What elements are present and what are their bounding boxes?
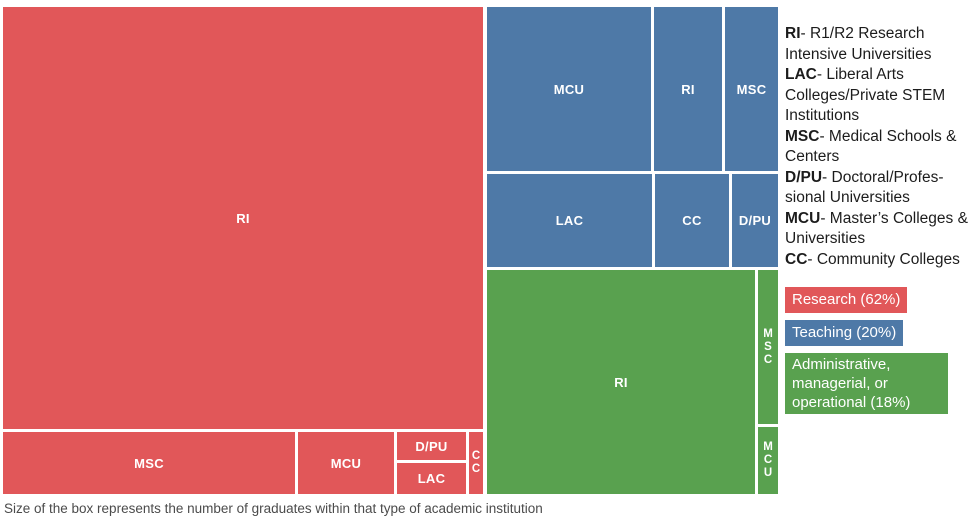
treemap-box-teaching-mcu[interactable]: MCU	[487, 7, 651, 171]
treemap-box-research-msc[interactable]: MSC	[3, 432, 295, 494]
treemap-box-teaching-msc[interactable]: MSC	[725, 7, 778, 171]
legend-definition-mcu: MCU- Master’s Colleges & Universities	[785, 209, 968, 250]
treemap-box-label: RI	[681, 81, 695, 97]
treemap-box-research-ri[interactable]: RI	[3, 7, 483, 429]
treemap-box-label: MCU	[553, 81, 585, 97]
legend-abbr: MCU	[785, 209, 821, 227]
legend-abbr-description: - R1/R2 Research Intensive Universities	[785, 25, 932, 63]
chart-caption: Size of the box represents the number of…	[4, 501, 543, 516]
treemap-box-teaching-dpu[interactable]: D/PU	[732, 174, 778, 267]
legend-category-research[interactable]: Research (62%)	[785, 287, 908, 313]
legend-category-administrative[interactable]: Administrative, managerial, or operation…	[785, 353, 948, 414]
legend-abbr: LAC	[785, 66, 817, 83]
legend-category-teaching[interactable]: Teaching (20%)	[785, 320, 904, 346]
treemap-box-label: M S C	[763, 327, 773, 366]
legend-categories: Research (62%) Teaching (20%) Administrati…	[785, 287, 968, 421]
treemap-box-administrative-ri[interactable]: RI	[487, 270, 755, 494]
legend-abbr: CC	[785, 250, 808, 268]
treemap-box-research-cc[interactable]: C C	[469, 432, 483, 494]
treemap-box-label: MSC	[736, 81, 767, 97]
treemap-box-label: M C U	[763, 441, 773, 479]
legend-definition-lac: LAC- Liberal Arts Colleges/Private STEM …	[785, 65, 968, 127]
legend-abbr-description: - Liberal Arts Colleges/Private STEM Ins…	[785, 66, 946, 124]
legend-abbr: MSC	[785, 127, 820, 145]
treemap-box-label: C C	[471, 450, 481, 475]
legend-definition-cc: CC- Community Colleges	[785, 250, 968, 271]
treemap-box-research-mcu[interactable]: MCU	[298, 432, 394, 494]
treemap-box-label: D/PU	[415, 438, 448, 454]
treemap-box-teaching-lac[interactable]: LAC	[487, 174, 652, 267]
legend-abbr: RI	[785, 25, 801, 42]
treemap-box-research-dpu[interactable]: D/PU	[397, 432, 466, 460]
legend-definition-dpu: D/PU- Doctoral/Profes-sional Universitie…	[785, 168, 968, 209]
treemap-box-label: D/PU	[738, 213, 772, 228]
legend-definitions: RI- R1/R2 Research Intensive Universitie…	[785, 24, 968, 270]
legend-definition-msc: MSC- Medical Schools & Centers	[785, 127, 968, 168]
treemap-box-label: MSC	[134, 455, 164, 471]
treemap-box-label: LAC	[555, 213, 584, 228]
legend-abbr-description: - Medical Schools & Centers	[785, 127, 957, 166]
treemap-box-label: CC	[682, 213, 702, 228]
treemap-box-label: LAC	[417, 471, 446, 486]
legend-abbr-description: - Community Colleges	[807, 250, 960, 268]
treemap-box-teaching-cc[interactable]: CC	[655, 174, 729, 267]
treemap-box-administrative-msc[interactable]: M S C	[758, 270, 778, 424]
treemap-box-label: RI	[236, 210, 250, 226]
treemap-box-label: RI	[614, 374, 628, 390]
treemap-box-label: MCU	[330, 455, 362, 471]
legend-abbr-description: - Doctoral/Profes-sional Universities	[785, 168, 944, 207]
legend-abbr: D/PU	[785, 168, 823, 186]
treemap-box-teaching-ri[interactable]: RI	[654, 7, 722, 171]
legend-definition-ri: RI- R1/R2 Research Intensive Universitie…	[785, 24, 968, 65]
legend-abbr-description: - Master’s Colleges & Universities	[785, 209, 968, 248]
treemap-box-administrative-mcu[interactable]: M C U	[758, 427, 778, 494]
treemap-box-research-lac[interactable]: LAC	[397, 463, 466, 494]
